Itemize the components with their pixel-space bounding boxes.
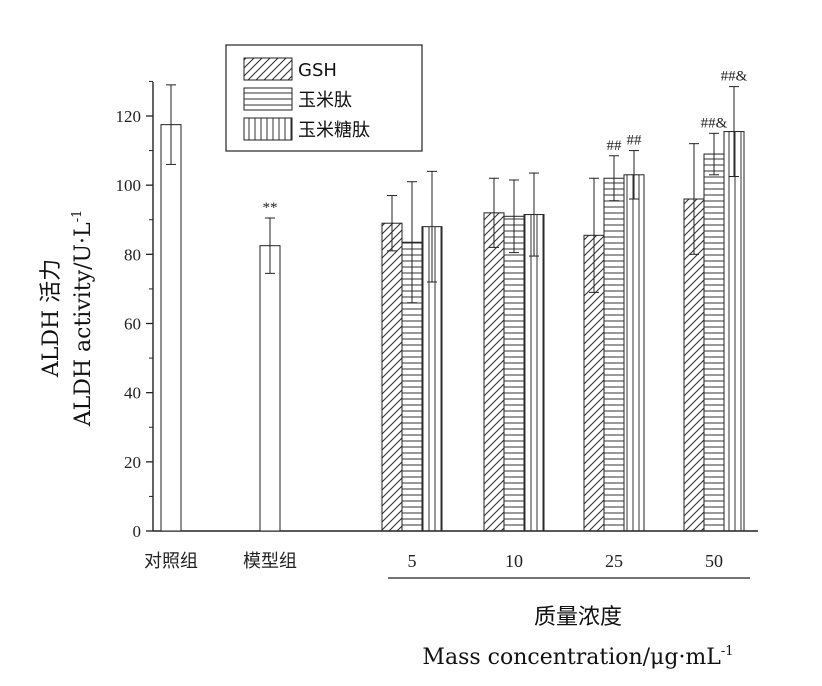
bar <box>160 124 182 532</box>
y-tick-label: 0 <box>133 522 142 541</box>
bar <box>483 212 505 532</box>
significance-label: ## <box>627 133 643 149</box>
legend: GSH 玉米肽 玉米糖肽 <box>225 44 423 152</box>
legend-swatch-corn-glycopeptide <box>243 117 293 141</box>
bar <box>503 215 525 532</box>
bar <box>723 131 745 532</box>
x-category-label: 模型组 <box>243 551 297 572</box>
x-category-label: 50 <box>705 551 723 571</box>
legend-swatch-gsh <box>243 57 293 81</box>
y-axis-title-line1: ALDH 活力 <box>39 259 64 378</box>
legend-label-corn-peptide: 玉米肽 <box>298 90 352 111</box>
bars: ** ## ## ##& ##& <box>160 69 748 532</box>
x-axis-title-line1: 质量浓度 <box>534 605 622 630</box>
y-tick-label: 40 <box>124 384 141 403</box>
y-tick-label: 120 <box>116 107 142 126</box>
y-tick-label: 100 <box>116 176 142 195</box>
x-category-label: 10 <box>505 551 523 571</box>
significance-label: ** <box>263 200 278 216</box>
x-category-label: 对照组 <box>144 551 198 572</box>
bar <box>523 214 545 532</box>
y-ticks: 0 20 40 60 80 100 120 <box>116 80 153 541</box>
y-tick-label: 60 <box>124 315 141 334</box>
x-axis-title-line2: Mass concentration/μg·mL-1 <box>422 644 733 670</box>
x-category-label: 25 <box>605 551 623 571</box>
legend-label-corn-glycopeptide: 玉米糖肽 <box>298 120 370 141</box>
y-axis-title-line2: ALDH activity/U·L-1 <box>70 210 96 428</box>
bar <box>381 222 403 532</box>
y-tick-label: 20 <box>124 453 141 472</box>
y-tick-label: 80 <box>124 245 141 264</box>
legend-label-gsh: GSH <box>298 60 337 81</box>
bar <box>703 153 725 532</box>
significance-label: ##& <box>721 69 748 85</box>
significance-label: ##& <box>701 115 728 131</box>
significance-label: ## <box>607 138 623 154</box>
x-labels: 对照组 模型组 5 10 25 50 <box>144 551 723 572</box>
x-category-label: 5 <box>408 551 417 571</box>
bar <box>259 245 281 532</box>
legend-swatch-corn-peptide <box>243 87 293 111</box>
bar <box>603 177 625 532</box>
bar <box>623 174 645 532</box>
